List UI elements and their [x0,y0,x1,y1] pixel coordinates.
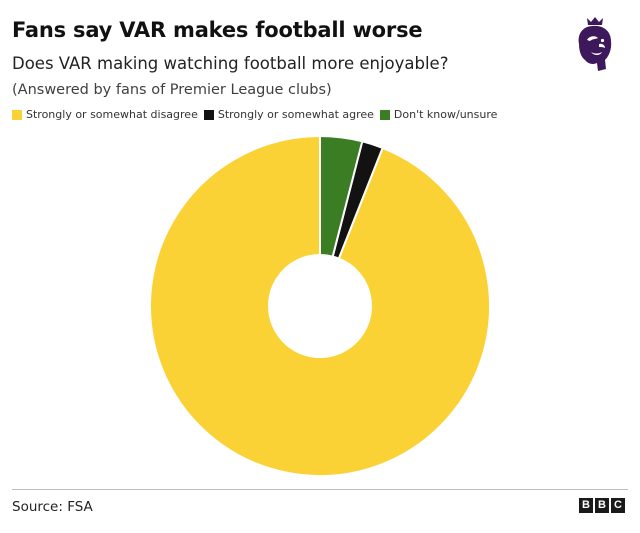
chart-legend: Strongly or somewhat disagree Strongly o… [12,108,503,121]
bbc-logo: B B C [579,498,627,513]
legend-label-agree: Strongly or somewhat agree [217,108,374,121]
legend-label-unsure: Don't know/unsure [393,108,498,121]
premier-league-lion-icon [578,17,612,71]
legend-label-disagree: Strongly or somewhat disagree [26,108,198,121]
legend-swatch-agree [203,109,214,120]
legend-swatch-unsure [379,109,390,120]
source-text: Source: FSA [12,499,93,515]
chart-note: (Answered by fans of Premier League club… [12,82,332,98]
bbc-logo-letter: B [579,498,593,513]
bbc-logo-letter: C [611,498,625,513]
chart-title: Fans say VAR makes football worse [12,18,423,42]
chart-subtitle: Does VAR making watching football more e… [12,54,449,73]
legend-item-agree: Strongly or somewhat agree [203,108,374,121]
legend-item-unsure: Don't know/unsure [379,108,498,121]
bbc-logo-letter: B [595,498,609,513]
legend-item-disagree: Strongly or somewhat disagree [12,108,198,121]
slice-unsure [319,134,364,258]
legend-swatch-disagree [12,109,22,120]
slice-disagree [149,134,491,477]
footer-divider [12,489,628,490]
